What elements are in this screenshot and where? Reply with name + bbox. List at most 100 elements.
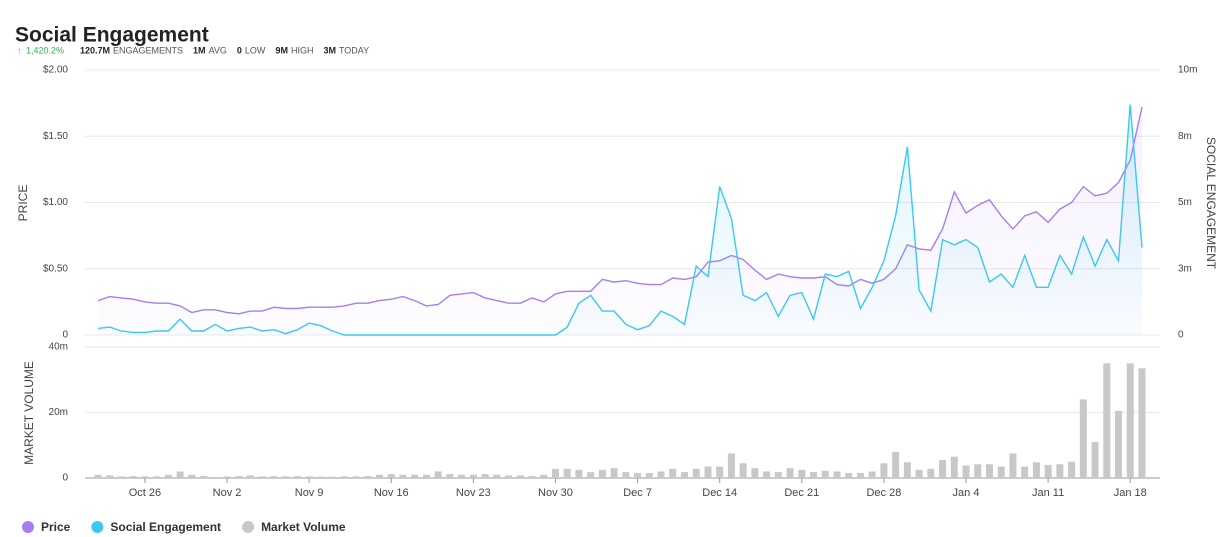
bar [211,477,219,478]
bar [94,474,102,478]
bar [282,476,290,478]
y-tick-label: $1.00 [43,197,68,208]
y-tick-label: $0.50 [43,263,68,274]
stat-label: ENGAGEMENTS [113,45,183,55]
bar [258,476,266,478]
bar [200,476,208,478]
x-tick-label: Oct 26 [129,487,161,499]
stat-value: 3M [323,45,336,55]
bar [1115,410,1123,478]
x-tick-label: Dec 21 [784,487,819,499]
x-tick-label: Nov 23 [456,487,491,499]
bar [458,474,466,478]
bar [505,475,513,478]
y-tick-label: 20m [49,407,68,418]
line [97,104,1143,336]
bar [551,468,559,478]
bar [1126,363,1134,478]
stat-value: 0 [237,45,242,55]
bar [493,474,501,478]
bar [117,476,125,478]
bar [540,474,548,478]
bar [1091,441,1099,478]
bar [481,474,489,478]
stat-label: TODAY [339,45,369,55]
bar [845,473,853,478]
bar [763,471,771,478]
bar [774,472,782,478]
bar [786,468,794,478]
y2-tick-label: 3m [1178,263,1192,274]
y-axis-label: PRICE [16,185,30,222]
bar [164,474,172,478]
bar [434,471,442,478]
chart-title: Social Engagement [15,24,209,47]
x-tick-label: Jan 18 [1114,487,1147,499]
bar [246,475,254,478]
bar [962,465,970,478]
y2-tick-label: 5m [1178,197,1192,208]
area [98,104,1142,335]
y-tick-label: $1.50 [43,131,68,142]
bar [868,471,876,478]
bar [305,476,313,478]
bar [587,472,595,478]
bar [892,451,900,478]
x-tick-label: Dec 28 [866,487,901,499]
bar [387,474,395,478]
bar [129,476,137,478]
bar [1056,464,1064,478]
bar [985,464,993,478]
bar [974,464,982,478]
legend: Price Social Engagement Market Volume [22,520,346,534]
bar [469,474,477,478]
bar [176,471,184,478]
bar [903,462,911,478]
bar [915,469,923,478]
bar [645,473,653,478]
bar [1021,466,1029,478]
bar [880,463,888,478]
bar [704,466,712,478]
bar [1103,363,1111,478]
x-tick-label: Jan 4 [953,487,980,499]
bar [106,475,114,478]
y-tick-label: 0 [62,473,68,484]
change: 1,420.2% [26,45,64,55]
change-arrow: ↑ [17,45,22,55]
bar [669,468,677,478]
bar [821,470,829,478]
stat-label: LOW [245,45,266,55]
bar [716,466,724,478]
bar [235,476,243,478]
x-tick-label: Nov 9 [295,487,324,499]
bar [751,468,759,478]
bar [634,473,642,478]
y-tick-label: 0 [62,330,68,341]
bar [810,472,818,478]
bar [856,473,864,478]
bar [528,476,536,478]
legend-label: Social Engagement [110,520,221,534]
bar [1044,464,1052,478]
y2-tick-label: 0 [1178,330,1184,341]
legend-swatch [91,521,104,533]
stats: 120.7M ENGAGEMENTS 1M AVG 0 LOW 9M HIGH 3M TODAY [80,45,369,55]
legend-swatch [22,521,34,533]
bar [188,474,196,478]
stat-label: HIGH [291,45,314,55]
x-tick-label: Nov 16 [374,487,409,499]
bar [376,474,384,478]
bar [575,469,583,478]
line [97,106,1143,315]
bar [610,468,618,478]
legend-label: Price [41,520,71,534]
x-tick-label: Dec 14 [702,487,737,499]
y-axis-label: MARKET VOLUME [22,361,36,465]
bar [950,456,958,478]
bar [622,472,630,478]
y2-tick-label: 10m [1178,65,1197,76]
x-tick-label: Nov 2 [213,487,242,499]
bar [340,476,348,478]
bar [141,476,149,478]
